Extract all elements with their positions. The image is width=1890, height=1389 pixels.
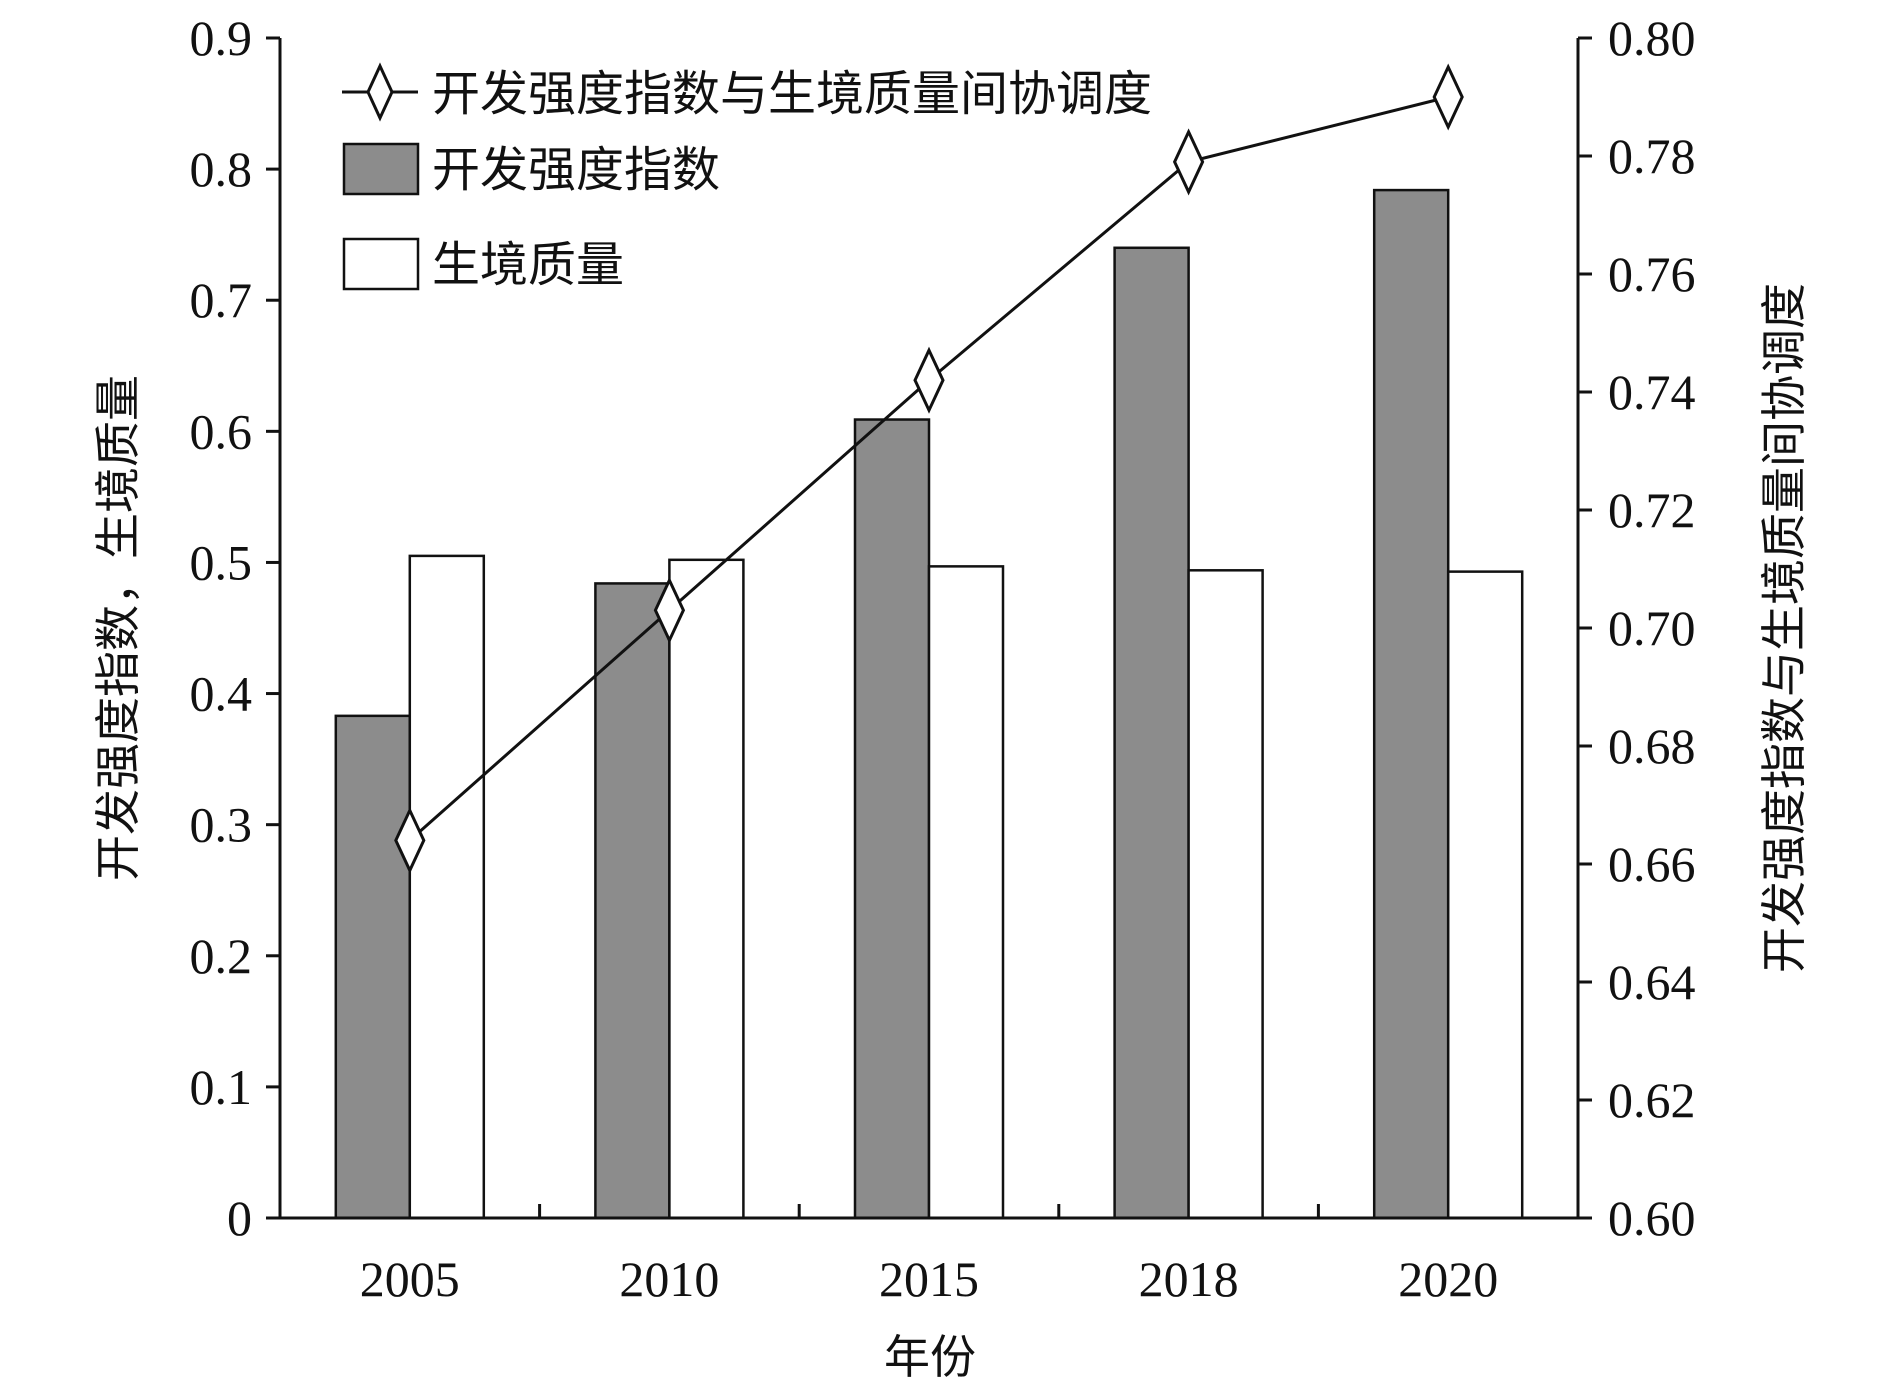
legend-label-habitat-quality: 生境质量 [432,237,624,293]
legend-swatch-habitat-quality [342,237,420,291]
right-y-tick-label: 0.76 [1608,246,1696,302]
bar-development-index-2020 [1372,188,1450,1220]
bar-habitat-quality-2020 [1446,570,1524,1220]
x-tick-label: 2020 [1398,1251,1498,1307]
coordination-point-2018 [1172,128,1205,196]
legend-label-development-index: 开发强度指数 [432,142,720,198]
legend-diamond-marker [366,62,394,122]
labels-layer: 0 0.1 0.2 0.3 0.4 0.5 0.6 0.7 0.8 0.9 0.60 0.62 0.64… [91,10,1811,1384]
bar-habitat-quality-2010 [668,558,745,1220]
x-tick-label: 2010 [619,1251,719,1307]
legend-swatch-development-index [342,142,420,196]
bar-development-index-2015 [853,418,931,1220]
right-y-tick-label: 0.80 [1608,10,1696,66]
x-tick-label: 2005 [360,1251,460,1307]
left-y-axis-title: 开发强度指数，生境质量 [91,375,145,881]
right-y-tick-label: 0.74 [1608,364,1696,420]
bar-development-index-2018 [1113,246,1190,1220]
left-y-tick-label: 0.7 [190,272,253,328]
left-y-tick-label: 0.8 [190,141,253,197]
left-y-tick-label: 0.9 [190,10,253,66]
left-y-tick-label: 0.4 [190,666,253,722]
axes-layer [266,36,1592,1220]
bar-habitat-quality-2018 [1187,569,1264,1220]
right-y-tick-label: 0.64 [1608,954,1696,1010]
coordination-point-2015 [913,346,945,414]
right-y-tick-label: 0.62 [1608,1072,1696,1128]
right-y-tick-label: 0.68 [1608,718,1696,774]
left-y-tick-label: 0.3 [190,797,253,853]
right-y-tick-label: 0.70 [1608,600,1696,656]
coordination-point-2020 [1432,63,1464,131]
left-y-tick-label: 0.5 [190,534,253,590]
x-tick-label: 2015 [879,1251,979,1307]
coordination-point-2010 [653,576,686,644]
bar-habitat-quality-2005 [408,554,486,1220]
bar-development-index-2010 [594,582,671,1220]
x-axis-title: 年份 [884,1330,976,1384]
right-y-axis-title: 开发强度指数与生境质量间协调度 [1757,283,1811,973]
coordination-point-2005 [394,806,426,874]
left-y-tick-label: 0.1 [190,1059,253,1115]
bars-layer [334,188,1524,1220]
bar-development-index-2005 [334,714,412,1220]
right-y-tick-label: 0.66 [1608,836,1696,892]
left-y-tick-label: 0.2 [190,928,253,984]
bar-habitat-quality-2015 [927,565,1005,1220]
x-tick-label: 2018 [1139,1251,1239,1307]
right-y-tick-label: 0.60 [1608,1190,1696,1246]
line-layer [394,63,1464,874]
right-y-tick-label: 0.72 [1608,482,1696,538]
right-y-tick-label: 0.78 [1608,128,1696,184]
left-y-tick-label: 0.6 [190,403,253,459]
left-y-tick-label: 0 [227,1190,252,1246]
legend-label-coordination: 开发强度指数与生境质量间协调度 [432,66,1152,122]
